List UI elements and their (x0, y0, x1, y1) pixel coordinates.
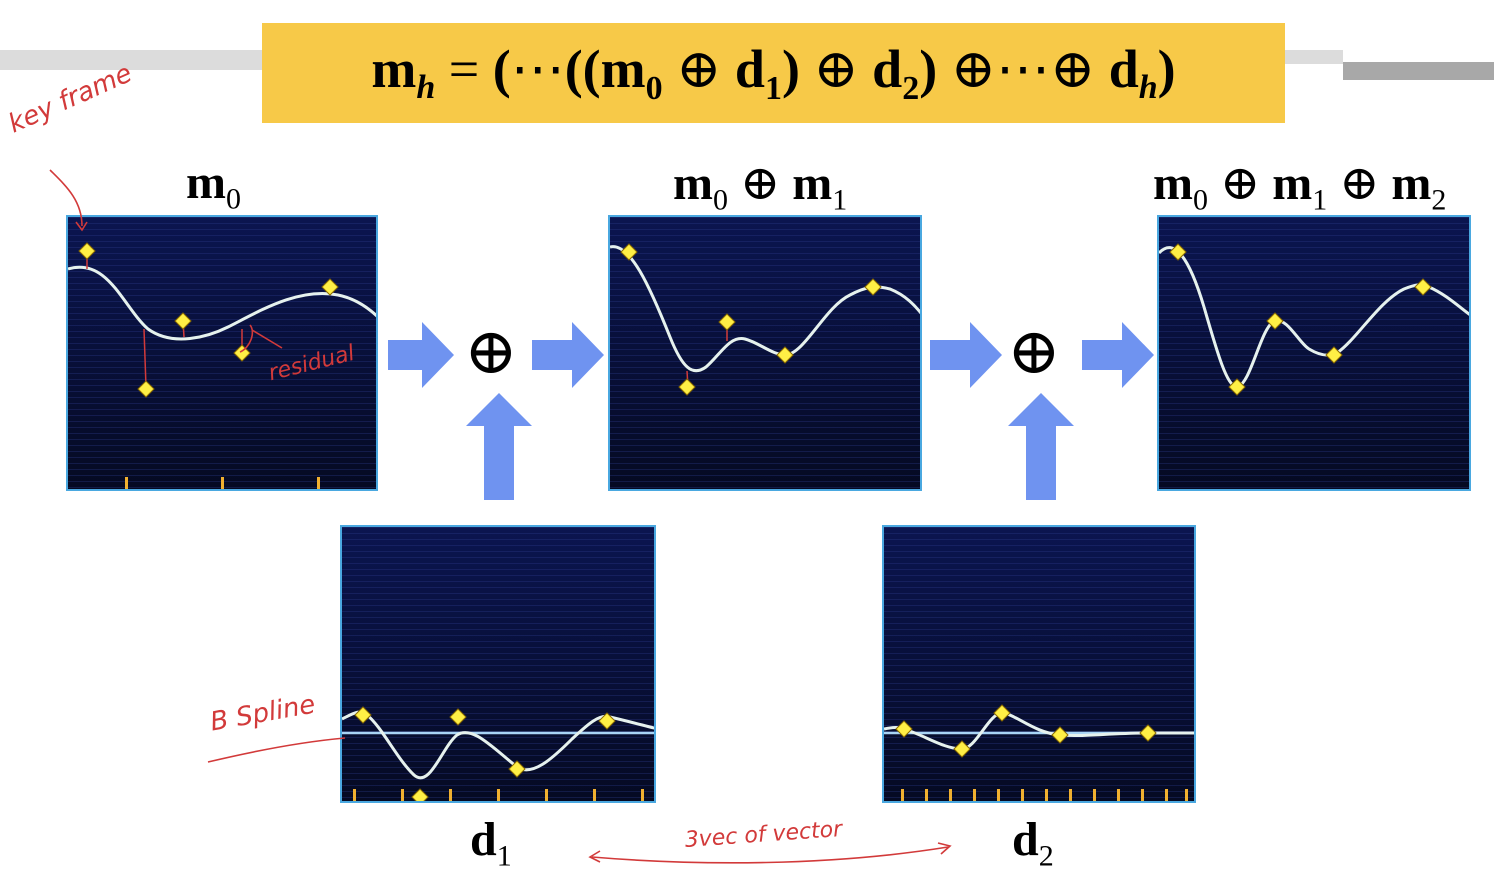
tick (1141, 789, 1144, 801)
label-d1: d1 (470, 813, 512, 873)
keyframe-diamond (895, 720, 913, 738)
label-m0-oplus-m1-oplus-m2: m0 ⊕ m1 ⊕ m2 (1153, 157, 1447, 217)
keyframe-diamond (678, 378, 696, 396)
label-m0: m0 (186, 156, 241, 216)
keyframe-diamond (1169, 243, 1187, 261)
formula: mh = (⋯((m0 ⊕ d1) ⊕ d2) ⊕⋯⊕ dh) (371, 38, 1176, 107)
vector-arrow-right (937, 842, 952, 855)
keyframe-diamond (78, 242, 96, 260)
tick (1021, 789, 1024, 801)
annotation-vector: 3vec of vector (684, 817, 843, 853)
annotation-b-spline: B Spline (208, 689, 318, 738)
arrow-up-2 (1008, 393, 1074, 500)
tick (973, 789, 976, 801)
label-m0-oplus-m1: m0 ⊕ m1 (673, 157, 848, 217)
header-bar-right-dark (1343, 62, 1494, 80)
panel-d2 (882, 525, 1196, 803)
keyframe-diamond (1139, 724, 1157, 742)
tick (449, 789, 452, 801)
keyframe-diamond (1228, 378, 1246, 396)
tick (497, 789, 500, 801)
keyframe-diamond (776, 346, 794, 364)
vector-double-arrow (591, 846, 949, 864)
tick (901, 789, 904, 801)
tick (353, 789, 356, 801)
panel-m0-m1 (608, 215, 922, 491)
arrow-right-3 (930, 322, 1002, 388)
keyframe-diamond (1414, 278, 1432, 296)
arrow-right-4 (1082, 322, 1154, 388)
tick (593, 789, 596, 801)
arrow-up-1 (466, 393, 532, 500)
tick (1117, 789, 1120, 801)
tick (221, 477, 224, 489)
tick (1093, 789, 1096, 801)
tick (1165, 789, 1168, 801)
keyframe-diamond (1051, 726, 1069, 744)
keyframe-diamond (321, 278, 339, 296)
panel-d1 (340, 525, 656, 803)
label-d2: d2 (1012, 813, 1054, 873)
m0-curve (68, 265, 376, 341)
formula-box: mh = (⋯((m0 ⊕ d1) ⊕ d2) ⊕⋯⊕ dh) (262, 23, 1285, 123)
oplus-operator-1: ⊕ (464, 316, 518, 387)
tick (125, 477, 128, 489)
arrow-right-2 (532, 322, 604, 388)
keyframe-diamond (449, 708, 467, 726)
tick (545, 789, 548, 801)
keyframe-diamond (137, 380, 155, 398)
oplus-operator-2: ⊕ (1007, 316, 1061, 387)
keyframe-diamond (1266, 312, 1284, 330)
header-bar-right-light (1285, 50, 1343, 64)
keyframe-diamond (718, 313, 736, 331)
tick (641, 789, 644, 801)
panel-m0-m1-m2 (1157, 215, 1471, 491)
keyframe-diamond (598, 712, 616, 730)
vector-arrow-left (588, 850, 601, 863)
keyframe-diamond (864, 278, 882, 296)
keyframe-diamond (993, 704, 1011, 722)
keyframe-diamond (411, 788, 429, 801)
tick (949, 789, 952, 801)
tick (1069, 789, 1072, 801)
arrow-right-1 (388, 322, 454, 388)
tick (401, 789, 404, 801)
annotation-key-frame: key frame (4, 58, 137, 140)
keyframe-diamond (174, 312, 192, 330)
keyframe-diamond (953, 740, 971, 758)
keyframe-diamond (1325, 346, 1343, 364)
header-bar-left (0, 50, 270, 70)
tick (317, 477, 320, 489)
keyframe-diamond (354, 706, 372, 724)
tick (1185, 789, 1188, 801)
tick (997, 789, 1000, 801)
keyframe-diamond (620, 243, 638, 261)
tick (925, 789, 928, 801)
panel-m0 (66, 215, 378, 491)
keyframe-diamond (508, 760, 526, 778)
tick (1045, 789, 1048, 801)
bspline-underline (207, 737, 346, 763)
